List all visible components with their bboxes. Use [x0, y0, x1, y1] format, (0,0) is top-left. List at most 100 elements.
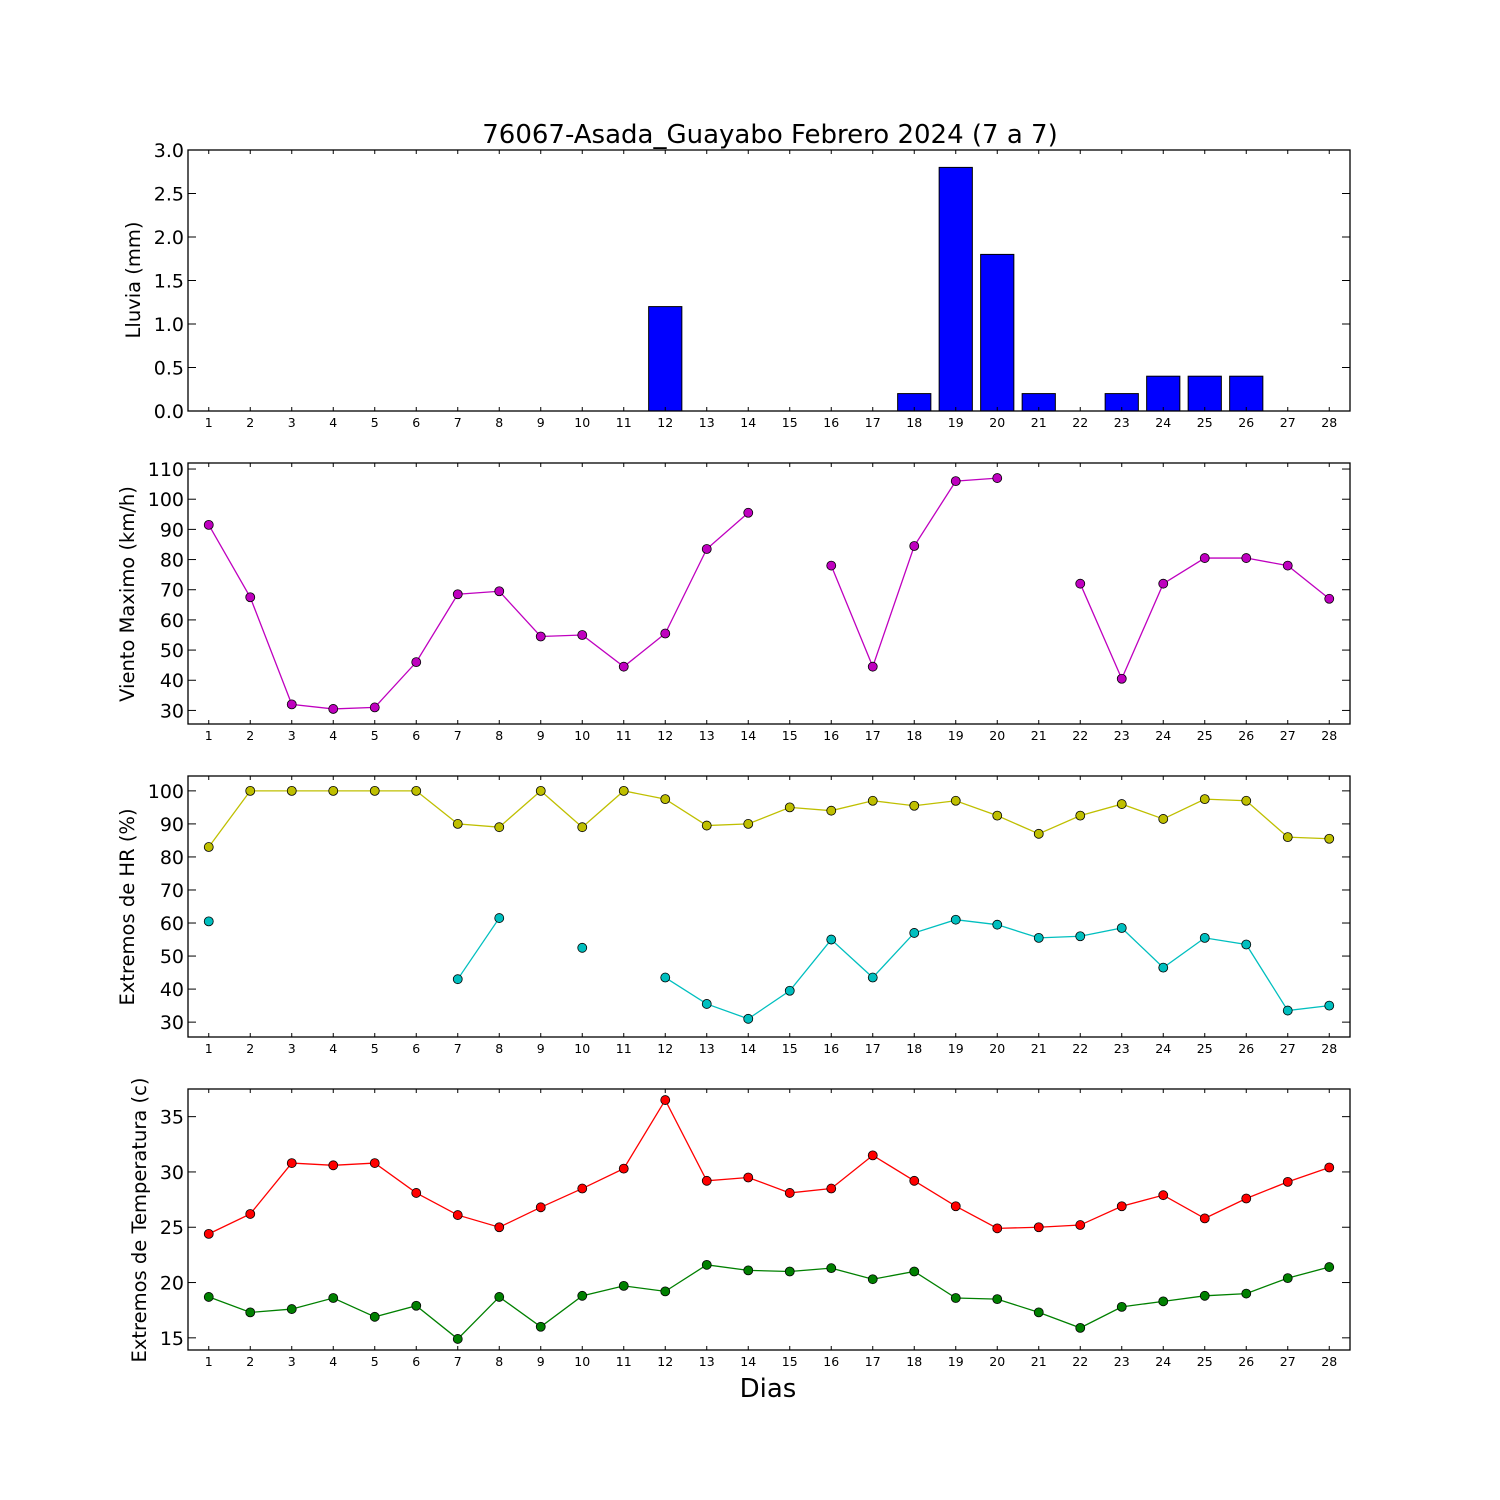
rain-x-tick-label: 12	[657, 415, 673, 430]
hr-min-point-day-26	[1241, 939, 1252, 950]
temperature-x-tick-label: 16	[823, 1354, 839, 1369]
temperature-x-tick-label: 15	[782, 1354, 798, 1369]
wind-y-tick-label: 110	[148, 459, 184, 481]
rain-y-tick-label: 1.0	[154, 314, 184, 336]
wind-y-tick-label: 50	[160, 640, 184, 662]
rain-x-tick-label: 9	[537, 415, 545, 430]
wind-x-tick-label: 11	[616, 728, 632, 743]
temperature-x-tick-label: 27	[1280, 1354, 1296, 1369]
wind-x-tick-label: 16	[823, 728, 839, 743]
wind-x-tick-label: 20	[989, 728, 1005, 743]
wind-x-tick-label: 19	[948, 728, 964, 743]
rain-x-tick-label: 6	[412, 415, 420, 430]
hr-min-point-day-23	[1116, 923, 1127, 933]
temperature-y-tick-label: 35	[160, 1107, 184, 1129]
rain-x-tick-label: 22	[1072, 415, 1088, 430]
wind-x-tick-label: 15	[782, 728, 798, 743]
hr-min-point-day-21	[1033, 932, 1044, 943]
humidity-x-tick-label: 2	[246, 1041, 254, 1056]
temp-max-point-day-17	[867, 1150, 878, 1161]
temperature-y-tick-label: 25	[160, 1217, 184, 1239]
hr-max-point-day-19	[950, 795, 961, 806]
temp-min-line-segment	[208, 1264, 1330, 1340]
wind-y-tick-label: 80	[160, 550, 184, 572]
temperature-x-tick-label: 1	[205, 1354, 213, 1369]
hr-max-point-day-23	[1116, 799, 1127, 809]
temp-min-point-day-3	[286, 1304, 297, 1314]
hr-max-point-day-15	[784, 802, 795, 813]
wind-y-tick-label: 70	[160, 580, 184, 602]
temp-min-point-day-18	[909, 1266, 920, 1277]
hr-max-point-day-6	[411, 785, 422, 796]
temperature-x-tick-label: 2	[246, 1354, 254, 1369]
temp-min-point-day-1	[203, 1292, 214, 1302]
humidity-y-tick-label: 50	[160, 946, 184, 968]
wind-y-tick-label: 60	[160, 610, 184, 632]
wind-x-tick-label: 22	[1072, 728, 1088, 743]
temp-max-point-day-4	[328, 1160, 339, 1171]
wind-point-day-3	[286, 699, 297, 710]
hr-max-point-day-3	[286, 785, 297, 796]
wind-point-day-6	[411, 657, 422, 668]
hr-max-point-day-27	[1282, 832, 1293, 843]
temperature-x-tick-label: 17	[865, 1354, 881, 1369]
temperature-x-tick-label: 28	[1321, 1354, 1337, 1369]
wind-x-tick-label: 28	[1321, 728, 1337, 743]
hr-min-point-day-17	[867, 972, 878, 983]
temp-min-point-day-27	[1282, 1273, 1293, 1284]
rain-panel: Lluvia (mm) 1 2 3 4 5 6 7 8 9 10 11 12 13 14 15 16 17 18 1…	[122, 140, 1351, 430]
wind-x-tick-label: 5	[371, 728, 379, 743]
temp-max-point-day-27	[1282, 1176, 1293, 1187]
wind-x-tick-label: 4	[329, 728, 337, 743]
temperature-x-tick-label: 5	[371, 1354, 379, 1369]
hr-min-point-day-10	[577, 942, 588, 953]
wind-x-tick-label: 27	[1280, 728, 1296, 743]
temp-max-point-day-8	[494, 1222, 505, 1233]
temp-max-point-day-18	[909, 1175, 920, 1186]
temp-min-point-day-16	[826, 1263, 837, 1274]
wind-x-tick-label: 8	[495, 728, 503, 743]
hr-min-point-day-24	[1158, 962, 1169, 973]
temperature-y-tick-label: 20	[160, 1273, 184, 1295]
wind-axes-frame	[187, 462, 1351, 725]
rain-x-tick-label: 4	[329, 415, 337, 430]
temp-min-point-day-14	[743, 1265, 754, 1276]
humidity-panel: Extremos de HR (%) 1 2 3 4 5 6 7 8 9 10 11 12 13 14 15…	[116, 775, 1351, 1056]
temp-max-point-day-10	[577, 1183, 588, 1194]
wind-x-tick-label: 2	[246, 728, 254, 743]
temperature-x-tick-label: 12	[657, 1354, 673, 1369]
humidity-y-tick-label: 30	[160, 1012, 184, 1034]
wind-point-day-4	[328, 704, 339, 714]
wind-point-day-10	[577, 630, 588, 640]
temp-min-point-day-5	[369, 1311, 380, 1322]
wind-point-day-11	[618, 661, 629, 672]
wind-point-day-22	[1075, 578, 1086, 589]
wind-x-tick-label: 25	[1197, 728, 1213, 743]
temp-min-point-day-11	[618, 1280, 629, 1291]
temperature-x-tick-label: 25	[1197, 1354, 1213, 1369]
hr-min-point-day-25	[1199, 932, 1210, 943]
hr-min-point-day-12	[660, 972, 671, 983]
rain-bar-day-20	[980, 253, 1015, 412]
rain-x-tick-label: 16	[823, 415, 839, 430]
temp-min-point-day-25	[1199, 1290, 1210, 1301]
temp-max-point-day-7	[452, 1210, 463, 1220]
rain-x-tick-label: 13	[699, 415, 715, 430]
temperature-x-tick-label: 24	[1155, 1354, 1171, 1369]
wind-x-tick-label: 13	[699, 728, 715, 743]
temp-min-point-day-19	[950, 1293, 961, 1303]
humidity-y-axis-label: Extremos de HR (%)	[116, 808, 139, 1005]
temp-min-point-day-20	[992, 1294, 1003, 1305]
rain-bar-day-26	[1229, 375, 1264, 412]
temp-max-point-day-6	[411, 1188, 422, 1198]
wind-x-tick-label: 17	[865, 728, 881, 743]
humidity-x-tick-label: 11	[616, 1041, 632, 1056]
wind-point-day-19	[950, 476, 961, 487]
temp-min-point-day-12	[660, 1286, 671, 1297]
wind-point-day-14	[743, 507, 754, 518]
temperature-x-tick-label: 23	[1114, 1354, 1130, 1369]
humidity-x-tick-label: 15	[782, 1041, 798, 1056]
rain-x-tick-label: 24	[1155, 415, 1171, 430]
rain-x-tick-label: 1	[205, 415, 213, 430]
